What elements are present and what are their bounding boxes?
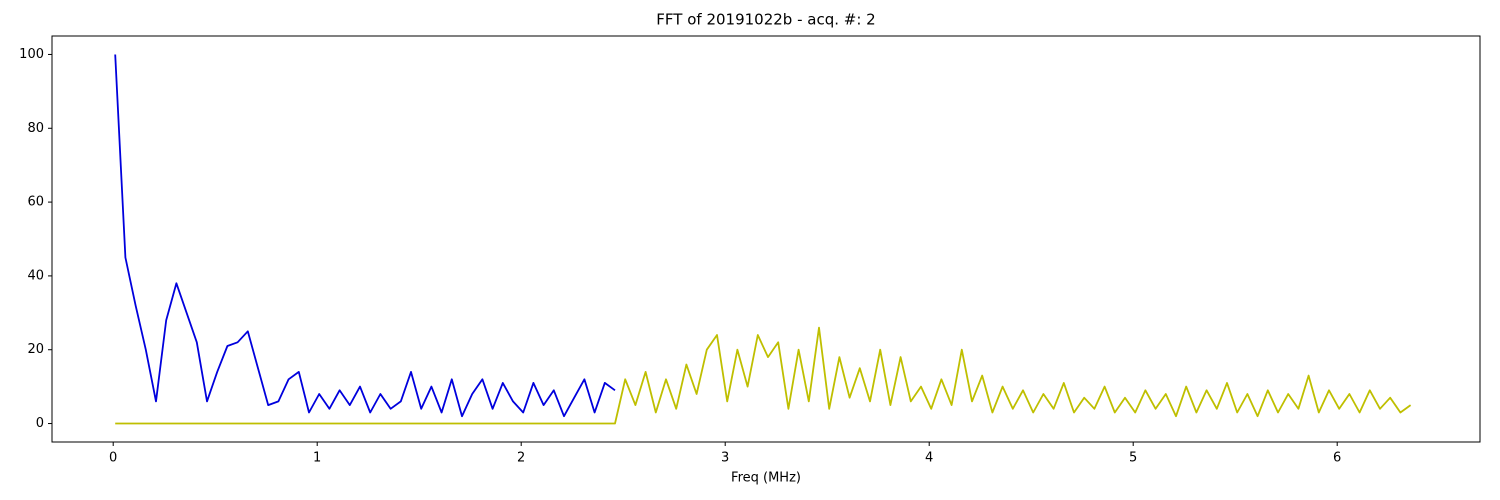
x-tick-label: 4: [925, 451, 933, 466]
x-tick-label: 3: [721, 451, 729, 466]
y-tick-label: 20: [27, 342, 44, 357]
x-tick-label: 1: [313, 451, 321, 466]
x-tick-label: 0: [109, 451, 117, 466]
x-tick-label: 5: [1129, 451, 1137, 466]
y-tick-label: 0: [36, 416, 44, 431]
series-line: [114, 54, 616, 418]
plot-frame: [51, 35, 1481, 443]
y-tick-label: 100: [19, 47, 44, 62]
y-tick-label: 60: [27, 195, 44, 210]
x-tick-label: 6: [1333, 451, 1341, 466]
x-axis-label: Freq (MHz): [731, 471, 801, 486]
y-tick-label: 80: [27, 121, 44, 136]
y-tick-label: 40: [27, 268, 44, 283]
chart-title: FFT of 20191022b - acq. #: 2: [656, 11, 875, 29]
x-tick-label: 2: [517, 451, 525, 466]
series-line: [115, 326, 1412, 425]
